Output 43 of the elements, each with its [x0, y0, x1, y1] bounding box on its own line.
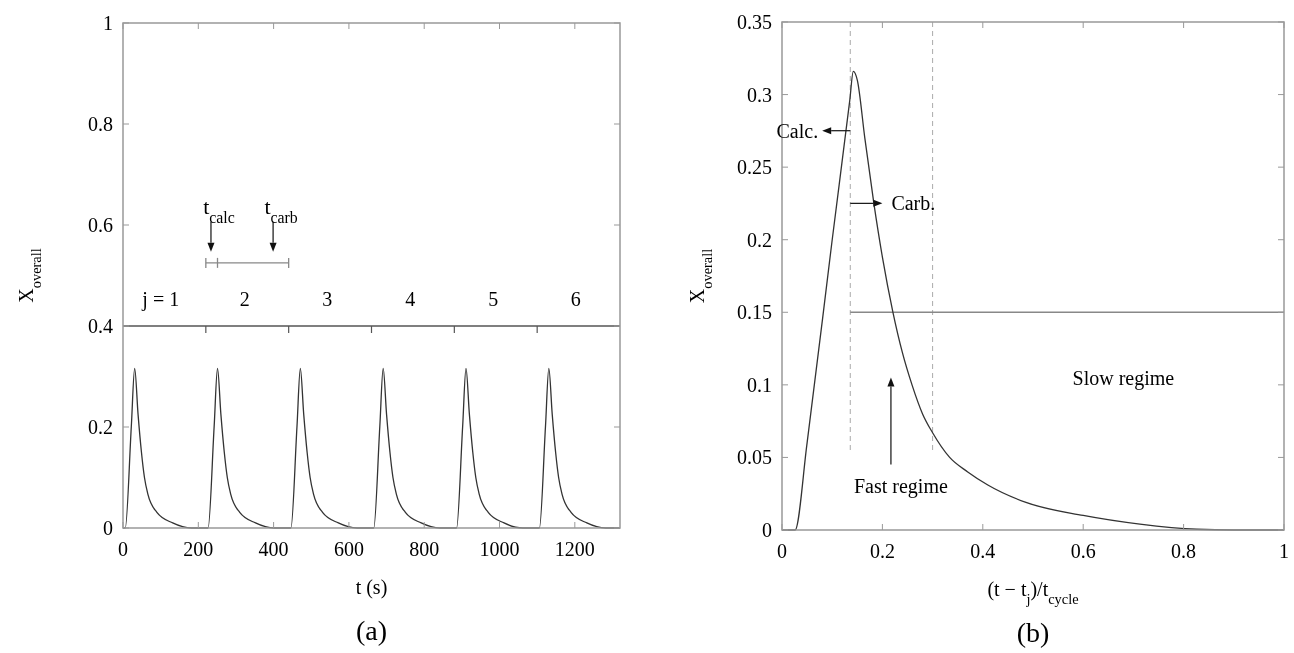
annotation: 4	[405, 287, 416, 310]
y-tick-label: 0.2	[88, 416, 113, 438]
annotation: Slow regime	[1072, 366, 1175, 390]
annotation: 6	[570, 287, 581, 310]
y-tick-label: 0.25	[737, 156, 772, 179]
y-tick-label: 0	[762, 519, 772, 541]
y-tick-label: 0.35	[737, 11, 772, 33]
annotation: t$_{calc}$	[203, 193, 235, 226]
annotation: Fast regime	[854, 474, 948, 498]
x-tick-label: 0.8	[1171, 540, 1197, 562]
x-tick-label: 0	[777, 540, 787, 562]
y-tick-label: 0.1	[747, 373, 772, 396]
x-tick-label: 200	[183, 538, 214, 560]
annotation: j = 1	[141, 287, 180, 311]
x-tick-label: 1000	[479, 538, 520, 560]
y-tick-label: 0.3	[747, 83, 772, 106]
x-tick-label: 0.6	[1070, 540, 1096, 562]
x-tick-label: 600	[333, 538, 364, 560]
annotation: 5	[488, 287, 499, 310]
text: (a)	[355, 615, 388, 646]
y-tick-label: 0.2	[747, 228, 772, 251]
annotation: 3	[322, 287, 333, 310]
y-tick-label: 0.8	[88, 113, 113, 135]
annotation: t$_{carb}$	[264, 193, 298, 226]
annotation: Carb.	[891, 192, 936, 215]
x-tick-label: 0.4	[970, 540, 996, 562]
annotation: 2	[239, 287, 250, 310]
x-axis-title: (t − t$_{j}$)/t$_{cycle}$	[987, 578, 1079, 607]
annotation: Calc.	[776, 119, 819, 142]
y-tick-label: 0.15	[737, 301, 772, 324]
y-tick-label: 1	[103, 12, 113, 34]
text: (b)	[1016, 617, 1050, 648]
x-tick-label: 0.2	[869, 540, 895, 562]
y-tick-label: 0.6	[88, 214, 113, 236]
x-tick-label: 1	[1279, 540, 1289, 562]
x-tick-label: 1200	[554, 538, 595, 560]
x-tick-label: 800	[409, 538, 440, 560]
y-tick-label: 0.05	[737, 446, 772, 469]
x-tick-label: 400	[258, 538, 289, 560]
x-axis-title: t (s)	[355, 576, 388, 599]
x-tick-label: 0	[118, 538, 128, 560]
y-tick-label: 0.4	[88, 315, 113, 337]
y-tick-label: 0	[103, 517, 113, 539]
